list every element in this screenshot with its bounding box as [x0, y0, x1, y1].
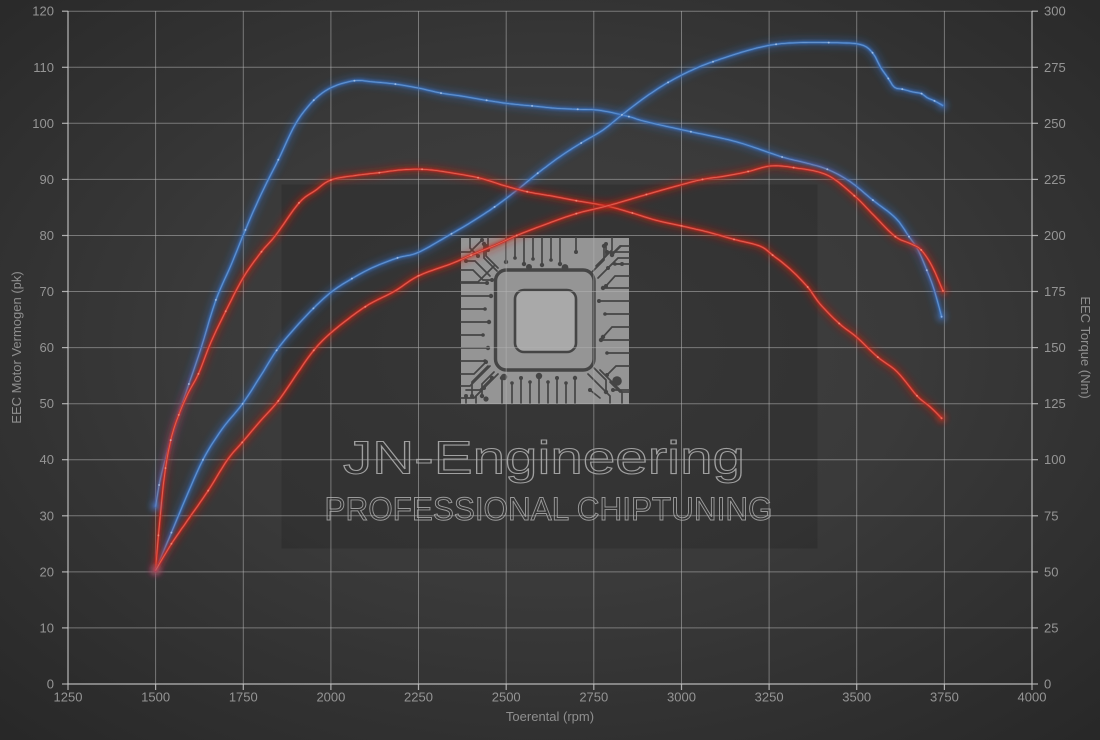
svg-text:80: 80 — [40, 228, 54, 243]
svg-text:100: 100 — [32, 116, 54, 131]
svg-text:3500: 3500 — [842, 690, 871, 705]
svg-text:225: 225 — [1044, 172, 1066, 187]
svg-text:175: 175 — [1044, 284, 1066, 299]
svg-text:0: 0 — [1044, 677, 1051, 692]
svg-text:200: 200 — [1044, 228, 1066, 243]
svg-text:275: 275 — [1044, 60, 1066, 75]
svg-text:250: 250 — [1044, 116, 1066, 131]
svg-text:25: 25 — [1044, 620, 1058, 635]
svg-text:70: 70 — [40, 284, 54, 299]
svg-text:150: 150 — [1044, 340, 1066, 355]
svg-text:3250: 3250 — [755, 690, 784, 705]
svg-text:40: 40 — [40, 452, 54, 467]
svg-text:Toerental (rpm): Toerental (rpm) — [506, 709, 594, 724]
svg-text:4000: 4000 — [1018, 690, 1047, 705]
svg-text:120: 120 — [32, 4, 54, 19]
svg-text:2000: 2000 — [316, 690, 345, 705]
svg-text:90: 90 — [40, 172, 54, 187]
svg-text:110: 110 — [33, 60, 54, 75]
svg-text:0: 0 — [47, 677, 54, 692]
svg-text:3000: 3000 — [667, 690, 696, 705]
svg-text:20: 20 — [40, 564, 54, 579]
svg-text:50: 50 — [1044, 564, 1058, 579]
svg-text:2750: 2750 — [579, 690, 608, 705]
svg-text:1500: 1500 — [141, 690, 170, 705]
svg-text:10: 10 — [40, 620, 54, 635]
svg-text:300: 300 — [1044, 4, 1066, 19]
svg-text:60: 60 — [40, 340, 54, 355]
svg-text:EEC Motor Vermogen (pk): EEC Motor Vermogen (pk) — [9, 271, 24, 423]
svg-text:1750: 1750 — [229, 690, 258, 705]
svg-text:EEC Torque (Nm): EEC Torque (Nm) — [1078, 296, 1093, 398]
svg-text:1250: 1250 — [54, 690, 83, 705]
svg-text:PROFESSIONAL CHIPTUNING: PROFESSIONAL CHIPTUNING — [325, 491, 773, 527]
svg-text:2250: 2250 — [404, 690, 433, 705]
svg-text:3750: 3750 — [930, 690, 959, 705]
svg-text:75: 75 — [1044, 508, 1058, 523]
svg-text:50: 50 — [40, 396, 54, 411]
svg-text:30: 30 — [40, 508, 54, 523]
svg-text:100: 100 — [1044, 452, 1066, 467]
svg-text:JN-Engineering: JN-Engineering — [343, 432, 745, 484]
svg-text:125: 125 — [1044, 396, 1066, 411]
svg-text:2500: 2500 — [492, 690, 521, 705]
